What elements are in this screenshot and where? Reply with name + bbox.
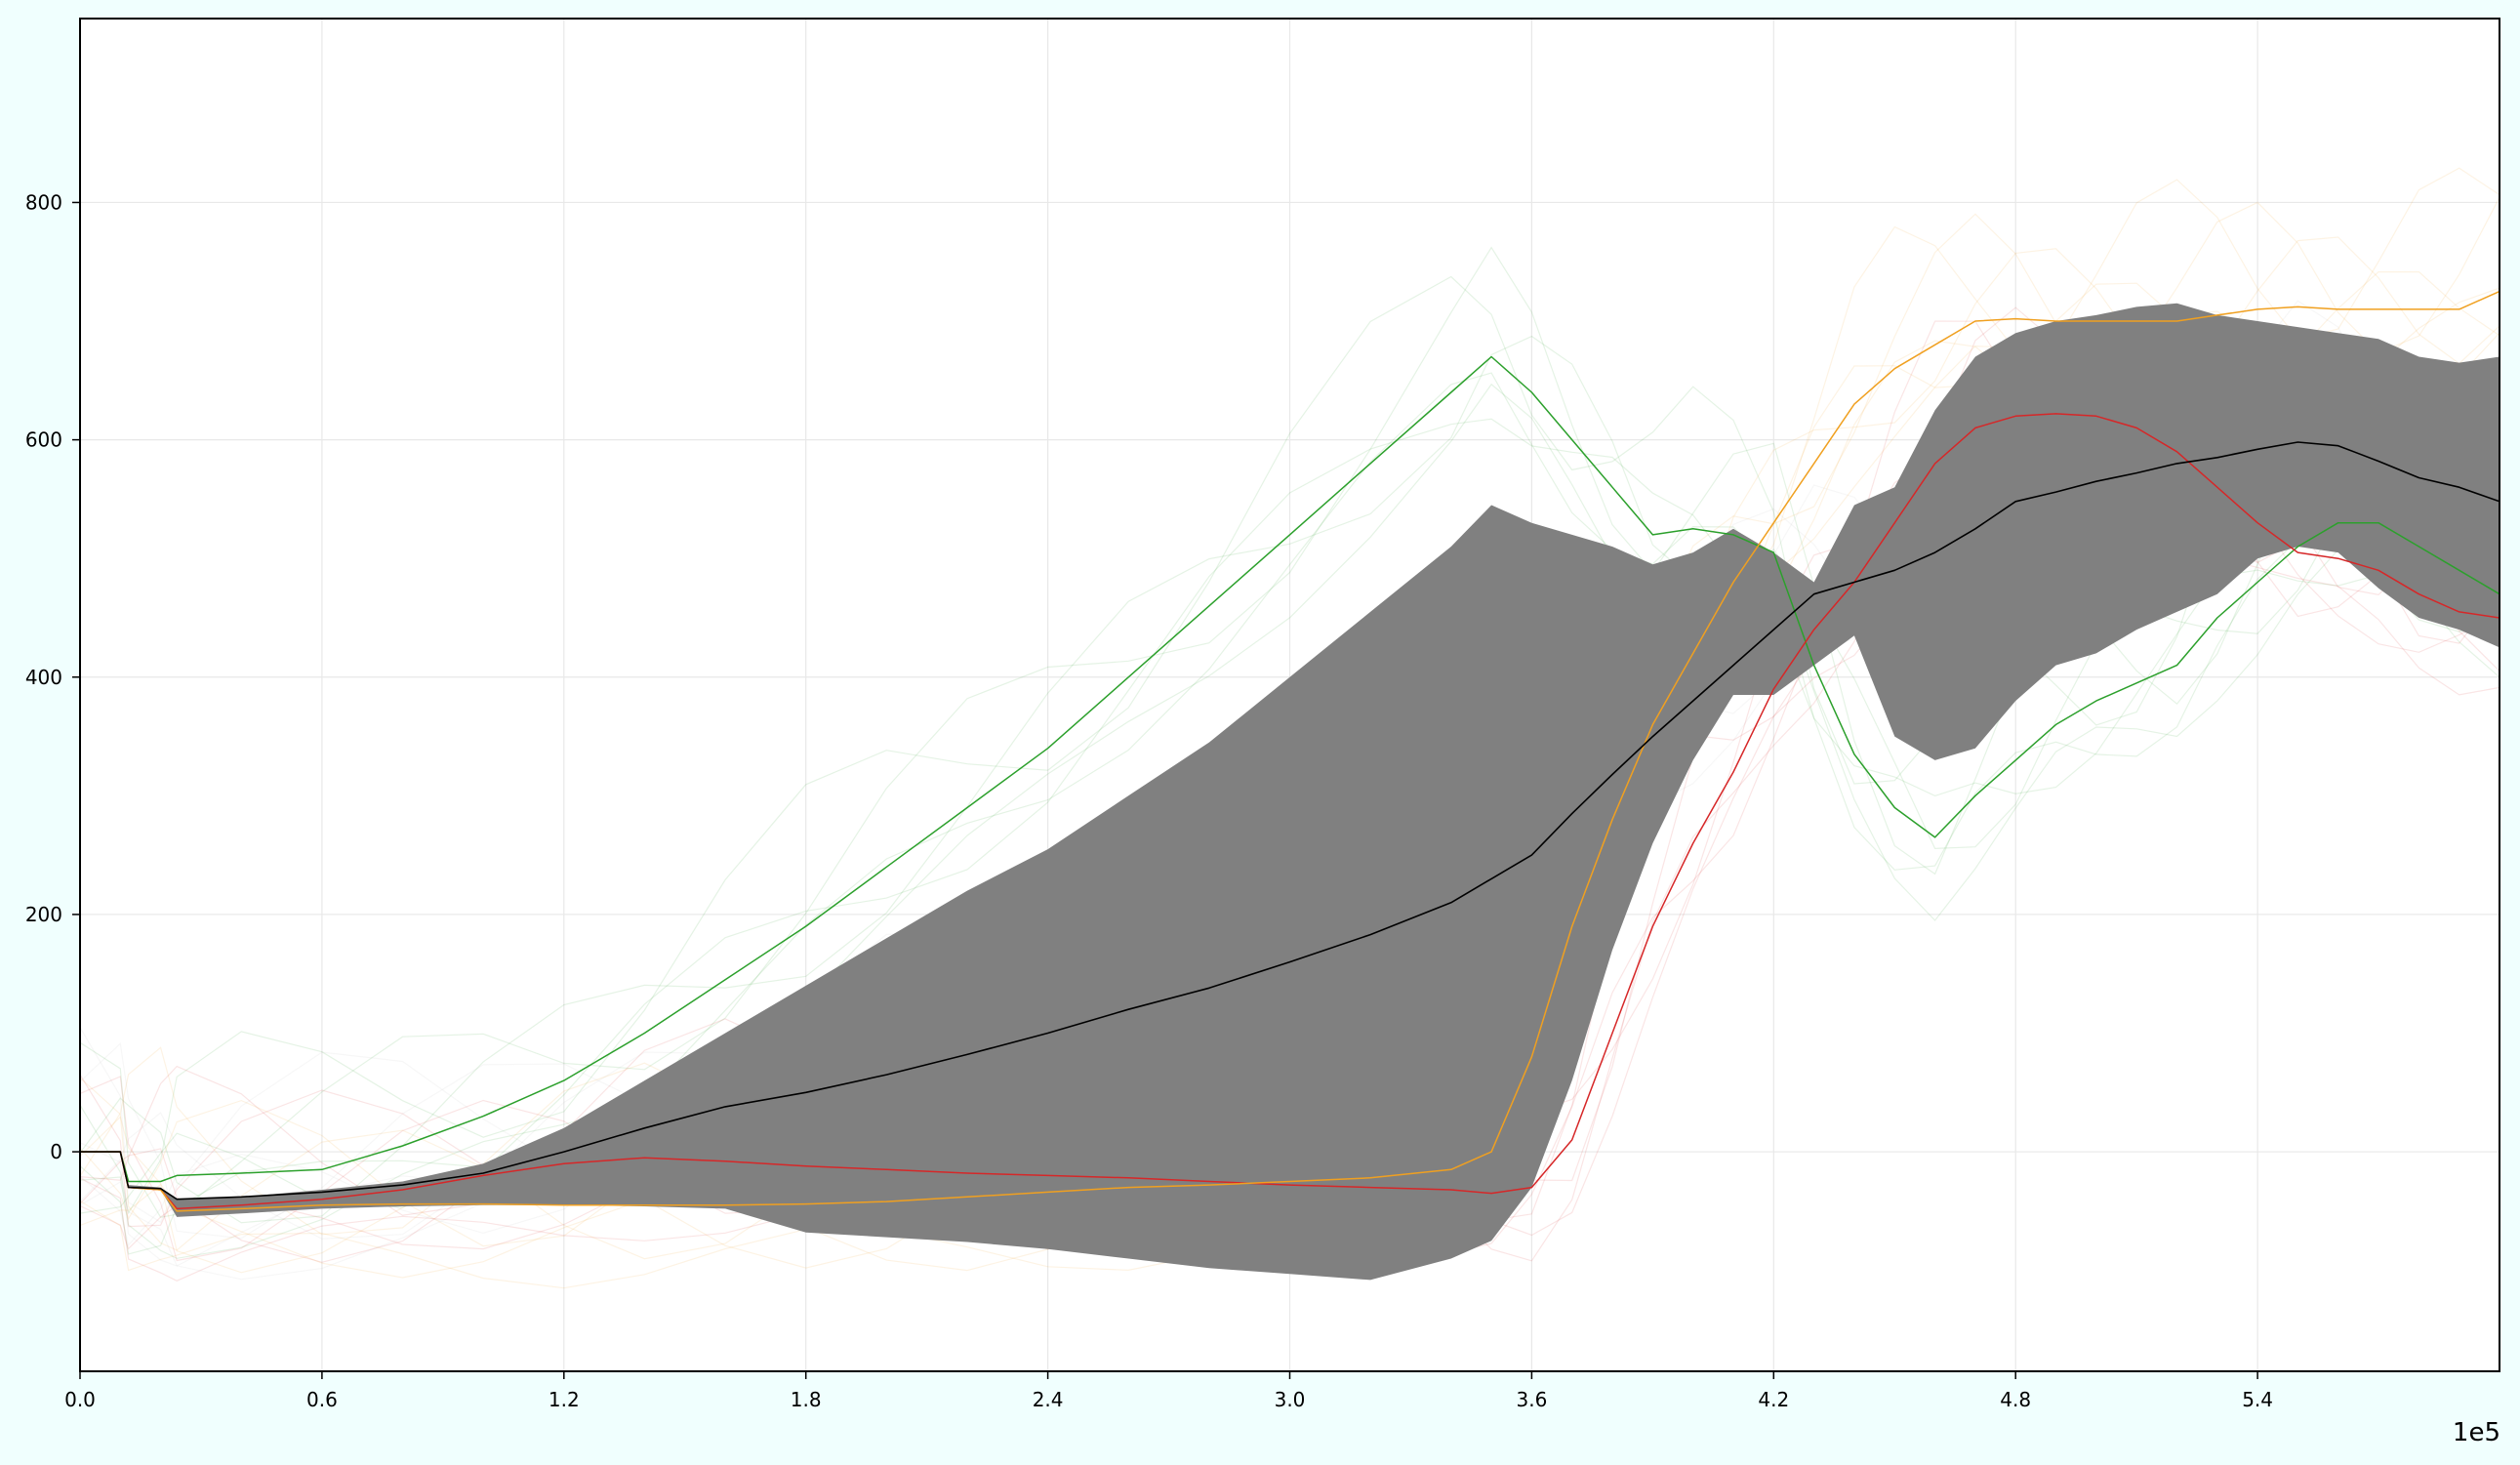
x-tick-label: 1.8 <box>791 1388 822 1411</box>
x-tick-label: 0.6 <box>306 1388 338 1411</box>
faint-run-line <box>79 383 2500 1259</box>
y-axis-ticks: 0 200 400 600 800 <box>25 190 80 1163</box>
y-tick-label: 0 <box>50 1140 62 1163</box>
x-axis-ticks: 0.0 0.6 1.2 1.8 2.4 3.0 3.6 4.2 4.8 5.4 <box>64 1371 2273 1411</box>
series-line-green <box>80 355 2500 1183</box>
series-line-orange <box>80 290 2500 1212</box>
x-tick-label: 0.0 <box>64 1388 96 1411</box>
x-tick-label: 2.4 <box>1033 1388 1064 1411</box>
x-tick-label: 4.2 <box>1758 1388 1789 1411</box>
y-tick-label: 400 <box>25 666 62 689</box>
y-tick-label: 600 <box>25 428 62 452</box>
faint-run-line <box>79 335 2500 1224</box>
x-tick-label: 1.2 <box>549 1388 580 1411</box>
x-axis-offset-label: 1e5 <box>2453 1418 2500 1447</box>
spread-band-area <box>80 303 2500 1281</box>
y-tick-label: 800 <box>25 190 62 214</box>
x-tick-label: 3.0 <box>1275 1388 1306 1411</box>
series-line-black <box>80 441 2500 1200</box>
faint-run-line <box>79 246 2500 1218</box>
series-lines <box>80 290 2500 1212</box>
x-tick-label: 4.8 <box>2000 1388 2031 1411</box>
x-tick-label: 3.6 <box>1516 1388 1547 1411</box>
faint-run-line <box>79 372 2500 1255</box>
y-tick-label: 200 <box>25 903 62 926</box>
series-line-red <box>80 413 2500 1210</box>
x-tick-label: 5.4 <box>2242 1388 2273 1411</box>
spread-band <box>80 303 2500 1281</box>
